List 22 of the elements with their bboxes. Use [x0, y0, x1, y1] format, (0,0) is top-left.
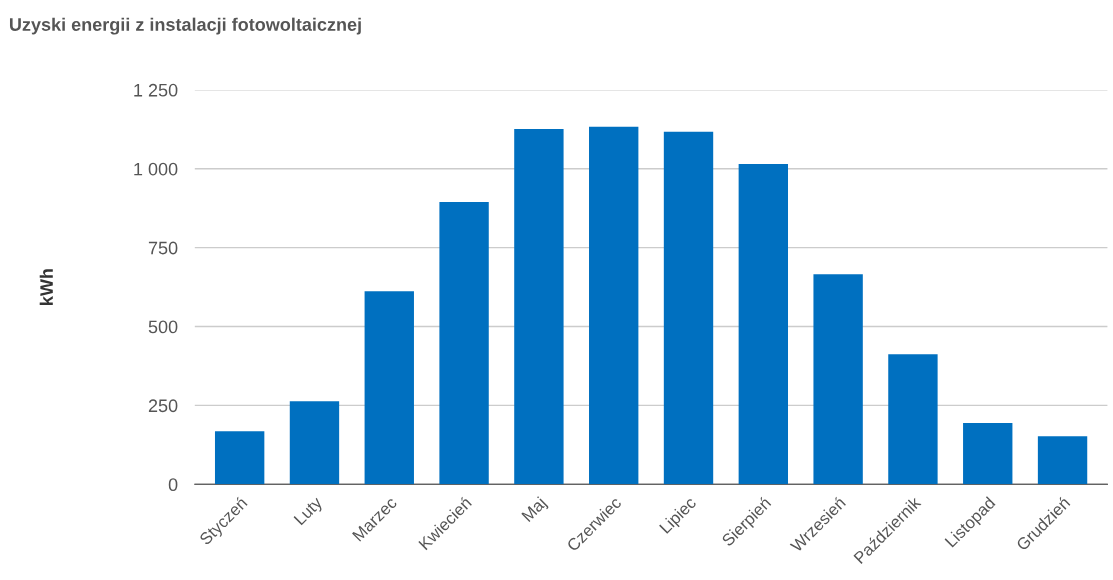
y-tick-label: 0: [168, 478, 178, 492]
y-tick-label: 1 000: [134, 162, 178, 176]
y-tick-label: 750: [148, 241, 178, 255]
bar: [289, 401, 340, 485]
bar: [589, 126, 639, 485]
bar: [888, 354, 938, 485]
bar: [214, 431, 265, 485]
bar: [439, 201, 489, 485]
x-tick-label: Maj: [520, 496, 550, 525]
x-tick-label: Luty: [293, 495, 326, 528]
bar: [514, 129, 564, 485]
y-axis-title: kWh: [39, 269, 53, 305]
y-tick-label: 1 250: [134, 83, 178, 97]
bar: [963, 423, 1013, 485]
y-tick-label: 250: [148, 399, 178, 413]
bar: [738, 164, 788, 485]
chart-title: Uzyski energii z instalacji fotowoltaicznej: [9, 17, 361, 35]
bar: [663, 131, 714, 485]
bar: [1037, 436, 1088, 485]
bar: [813, 274, 863, 485]
bar: [364, 291, 414, 485]
y-tick-label: 500: [148, 320, 178, 334]
